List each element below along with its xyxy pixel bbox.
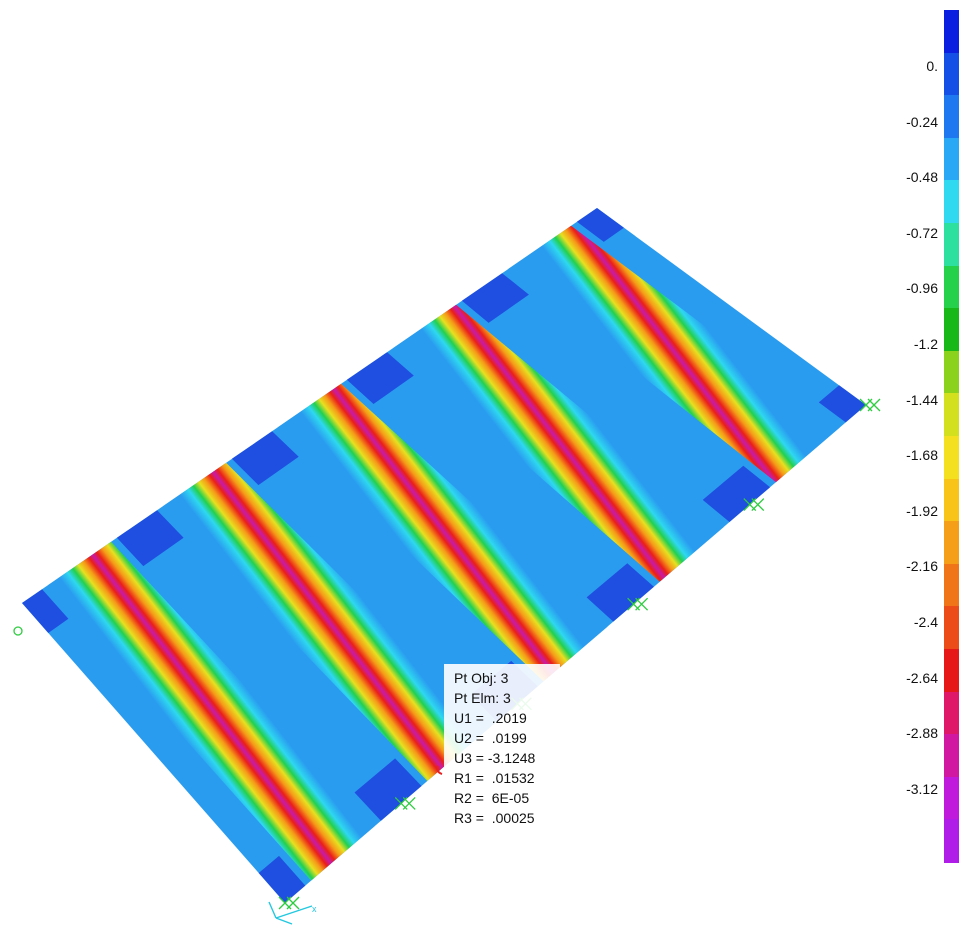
legend-label: -2.16	[0, 558, 938, 574]
legend-swatch	[944, 649, 959, 692]
legend-swatch	[944, 95, 959, 138]
point-info-tooltip: Pt Obj: 3 Pt Elm: 3 U1 = .2019 U2 = .019…	[444, 664, 560, 840]
legend-swatch	[944, 564, 959, 607]
legend-swatch	[944, 53, 959, 96]
legend-swatch	[944, 479, 959, 522]
legend-label: -1.44	[0, 392, 938, 408]
tooltip-pt-obj: Pt Obj: 3	[454, 670, 508, 686]
legend-label: -0.72	[0, 225, 938, 241]
legend-swatch	[944, 180, 959, 223]
legend-label: -2.4	[0, 614, 938, 630]
legend-swatch	[944, 819, 959, 862]
legend-swatch	[944, 777, 959, 820]
legend-label: 0.	[0, 58, 938, 74]
tooltip-u2: U2 = .0199	[454, 730, 527, 746]
legend-swatch	[944, 606, 959, 649]
legend-swatch	[944, 436, 959, 479]
axis-x-label: x	[312, 904, 317, 914]
legend-swatch	[944, 223, 959, 266]
legend-label: -1.2	[0, 336, 938, 352]
tooltip-u1: U1 = .2019	[454, 710, 527, 726]
tooltip-u3: U3 = -3.1248	[454, 750, 535, 766]
legend-swatch	[944, 734, 959, 777]
legend-label: -0.48	[0, 169, 938, 185]
legend-label: -1.68	[0, 447, 938, 463]
legend-label: -1.92	[0, 503, 938, 519]
legend-swatch	[944, 266, 959, 309]
tooltip-r2: R2 = 6E-05	[454, 790, 529, 806]
legend-swatch	[944, 692, 959, 735]
tooltip-r3: R3 = .00025	[454, 810, 535, 826]
axis-triad-icon: x	[269, 902, 317, 924]
tooltip-pt-elm: Pt Elm: 3	[454, 690, 511, 706]
legend-swatch	[944, 308, 959, 351]
legend-swatch	[944, 351, 959, 394]
legend-swatch	[944, 10, 959, 53]
tooltip-r1: R1 = .01532	[454, 770, 535, 786]
legend-label: -0.24	[0, 114, 938, 130]
legend-swatch	[944, 393, 959, 436]
legend-label: -0.96	[0, 280, 938, 296]
legend-swatch	[944, 138, 959, 181]
contour-legend-bar	[944, 10, 959, 862]
legend-swatch	[944, 521, 959, 564]
